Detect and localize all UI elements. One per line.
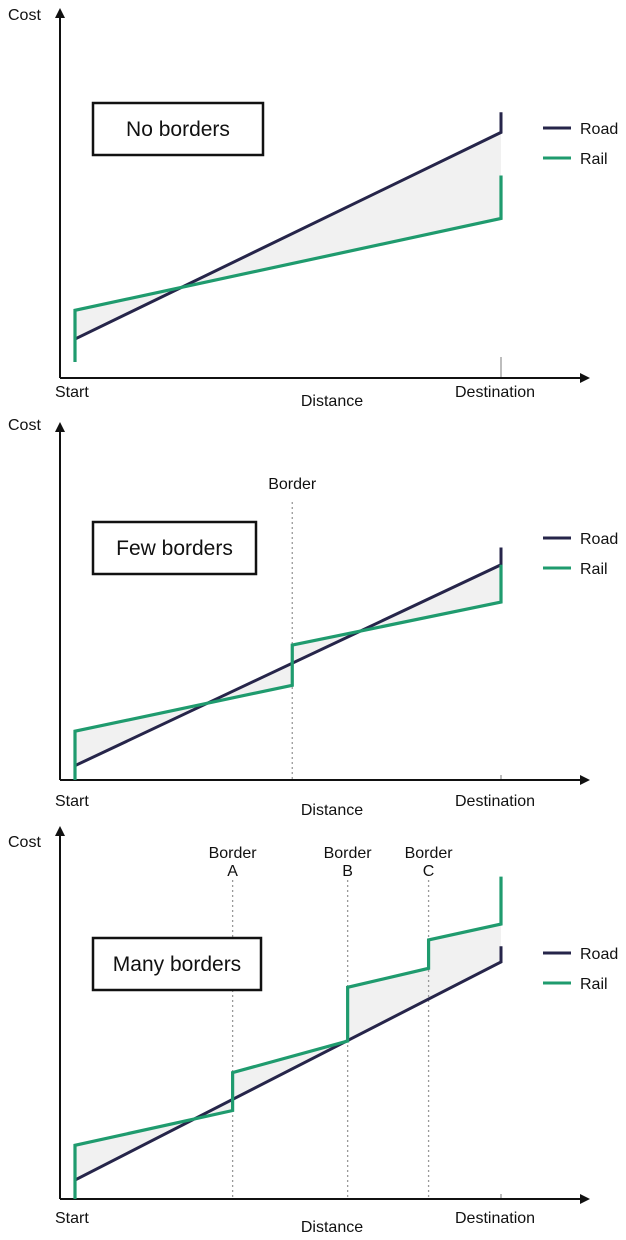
- legend-road-label: Road: [580, 531, 618, 548]
- legend-rail-label: Rail: [580, 976, 608, 993]
- legend-rail-label: Rail: [580, 561, 608, 578]
- y-axis-label: Cost: [8, 7, 41, 24]
- y-axis-arrow: [55, 8, 65, 18]
- x-axis-label: Distance: [301, 1219, 363, 1235]
- x-tick-destination: Destination: [455, 793, 535, 810]
- border-label: Border: [268, 476, 317, 493]
- border-label: Border: [324, 845, 373, 862]
- x-axis-arrow: [580, 775, 590, 785]
- border-label: Border: [405, 845, 454, 862]
- y-axis-label: Cost: [8, 417, 41, 434]
- border-label: Border: [209, 845, 258, 862]
- y-axis-label: Cost: [8, 834, 41, 851]
- series-road-line: [73, 547, 503, 780]
- x-tick-start: Start: [55, 1210, 89, 1227]
- chart-title: Few borders: [116, 537, 233, 560]
- x-axis-label: Distance: [301, 393, 363, 410]
- border-label: C: [423, 863, 435, 880]
- chart-title-box: [91, 520, 258, 576]
- x-axis-label: Distance: [301, 802, 363, 819]
- border-label: A: [227, 863, 238, 880]
- chart-title: Many borders: [113, 953, 241, 976]
- x-axis-arrow: [580, 373, 590, 383]
- x-tick-destination: Destination: [455, 384, 535, 401]
- chart-title-box: [91, 936, 263, 992]
- legend-road-label: Road: [580, 121, 618, 138]
- legend-rail-label: Rail: [580, 151, 608, 168]
- chart-title: No borders: [126, 118, 230, 141]
- x-tick-destination: Destination: [455, 1210, 535, 1227]
- series-rail-line: [73, 876, 503, 1199]
- x-axis-arrow: [580, 1194, 590, 1204]
- chart-title-box: [91, 101, 265, 157]
- legend-road-label: Road: [580, 946, 618, 963]
- border-label: B: [342, 863, 353, 880]
- y-axis-arrow: [55, 422, 65, 432]
- series-rail-line: [73, 175, 503, 362]
- series-rail-line: [73, 564, 503, 780]
- x-tick-start: Start: [55, 793, 89, 810]
- y-axis-arrow: [55, 826, 65, 836]
- x-tick-start: Start: [55, 384, 89, 401]
- cost-gap-shading: [75, 876, 501, 1199]
